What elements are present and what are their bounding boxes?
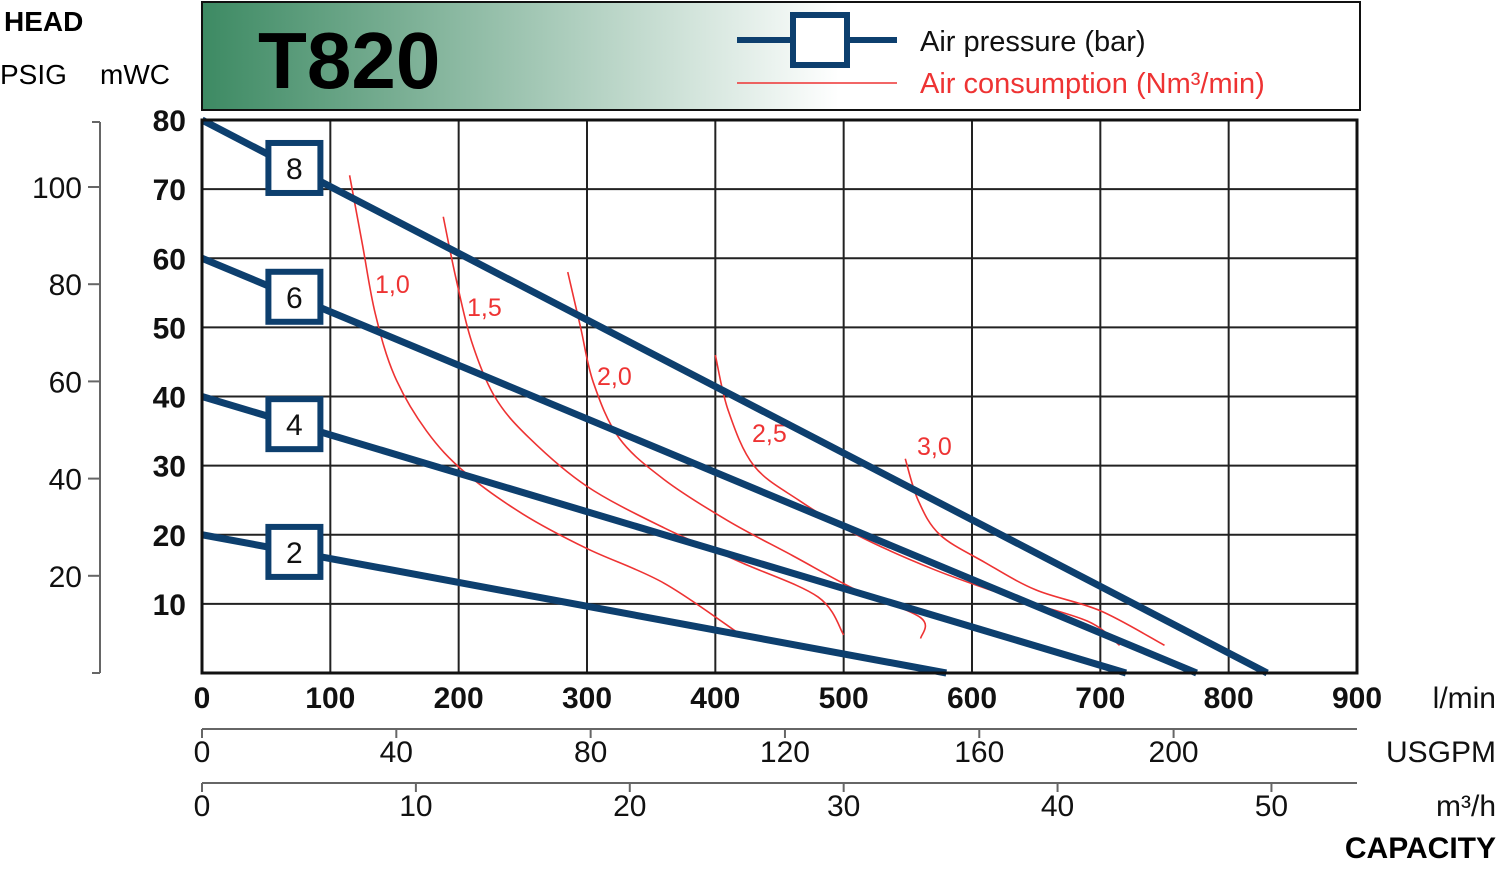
x-tick-usgpm: 80 [574,736,607,769]
psig-label: PSIG [0,59,67,90]
consumption-label: 2,0 [597,363,632,391]
pressure-marker-4 [265,396,324,453]
x-tick-m3h: 20 [613,790,646,823]
x-tick-usgpm: 120 [760,736,810,769]
pressure-marker-label: 8 [286,153,303,186]
pressure-curves: 8 6 4 2 [200,116,1269,677]
x-axis-m3h: 0 10 20 30 40 50 m³/h [194,782,1496,823]
head-label: HEAD [4,6,83,37]
y-axis-mwc: 10 20 30 40 50 60 70 80 [153,105,186,622]
consumption-curves: 1,0 1,5 2,0 2,5 3,0 [348,175,1165,647]
pressure-marker-6 [265,268,324,325]
y-tick-mwc: 20 [153,520,186,553]
y-tick-mwc: 80 [153,105,186,138]
x-tick-lmin: 500 [819,682,869,715]
consumption-label: 3,0 [917,433,952,461]
x-tick-lmin: 0 [194,682,211,715]
x-tick-usgpm: 200 [1149,736,1199,769]
x-tick-lmin: 600 [947,682,997,715]
legend-pressure-label: Air pressure (bar) [920,26,1146,58]
y-tick-mwc: 70 [153,174,186,207]
mwc-label: mWC [100,59,170,90]
pressure-marker-8 [265,139,324,196]
consumption-label: 1,5 [467,294,502,322]
model-title: T820 [258,16,440,105]
unit-usgpm: USGPM [1386,736,1496,769]
consumption-curve-1-5 [442,216,845,636]
y-axis-psig: 20 40 60 80 100 [32,121,101,674]
legend-pressure-marker [790,12,850,68]
y-tick-mwc: 30 [153,451,186,484]
y-tick-mwc: 40 [153,382,186,415]
y-tick-mwc: 60 [153,243,186,276]
pressure-curve-6-bar [200,255,1198,677]
x-tick-usgpm: 0 [194,736,211,769]
y-tick-psig: 40 [49,464,82,497]
unit-m3h: m³/h [1436,790,1496,823]
unit-lmin: l/min [1433,682,1496,715]
consumption-curve-3-0 [904,458,1165,647]
pressure-curve-8-bar [200,116,1269,677]
pressure-curve-4-bar [200,393,1128,677]
x-tick-lmin: 900 [1332,682,1382,715]
x-tick-usgpm: 40 [380,736,413,769]
x-axis-usgpm: 0 40 80 120 160 200 USGPM [194,728,1496,769]
x-tick-lmin: 200 [434,682,484,715]
x-tick-m3h: 30 [827,790,860,823]
model-banner [201,1,1361,111]
y-tick-mwc: 10 [153,589,186,622]
y-tick-psig: 60 [49,366,82,399]
pressure-marker-2 [265,523,324,580]
x-tick-lmin: 100 [305,682,355,715]
pressure-marker-label: 2 [286,537,303,570]
x-axis-lmin: 0 100 200 300 400 500 600 700 800 900 l/min [194,682,1496,715]
consumption-curve-2-5 [714,354,1121,646]
consumption-label: 1,0 [375,271,410,299]
y-tick-psig: 20 [49,561,82,594]
x-tick-usgpm: 160 [954,736,1004,769]
y-tick-psig: 100 [32,172,82,205]
x-tick-lmin: 300 [562,682,612,715]
y-tick-psig: 80 [49,269,82,302]
pressure-curve-2-bar [201,531,947,677]
y-tick-mwc: 50 [153,312,186,345]
capacity-label: CAPACITY [1345,832,1496,865]
x-tick-m3h: 0 [194,790,211,823]
consumption-curve-1-0 [348,175,742,636]
grid [202,120,1357,673]
pressure-marker-label: 6 [286,282,303,315]
x-tick-m3h: 50 [1255,790,1288,823]
consumption-label: 2,5 [752,420,787,448]
x-tick-m3h: 10 [399,790,432,823]
pressure-marker-label: 4 [286,409,303,442]
x-tick-m3h: 40 [1041,790,1074,823]
legend: Air pressure (bar) Air consumption (Nm³/… [737,12,1265,100]
x-tick-lmin: 800 [1204,682,1254,715]
x-tick-lmin: 400 [690,682,740,715]
x-tick-lmin: 700 [1075,682,1125,715]
legend-consumption-label: Air consumption (Nm³/min) [920,68,1265,100]
plot-frame [200,118,1359,675]
